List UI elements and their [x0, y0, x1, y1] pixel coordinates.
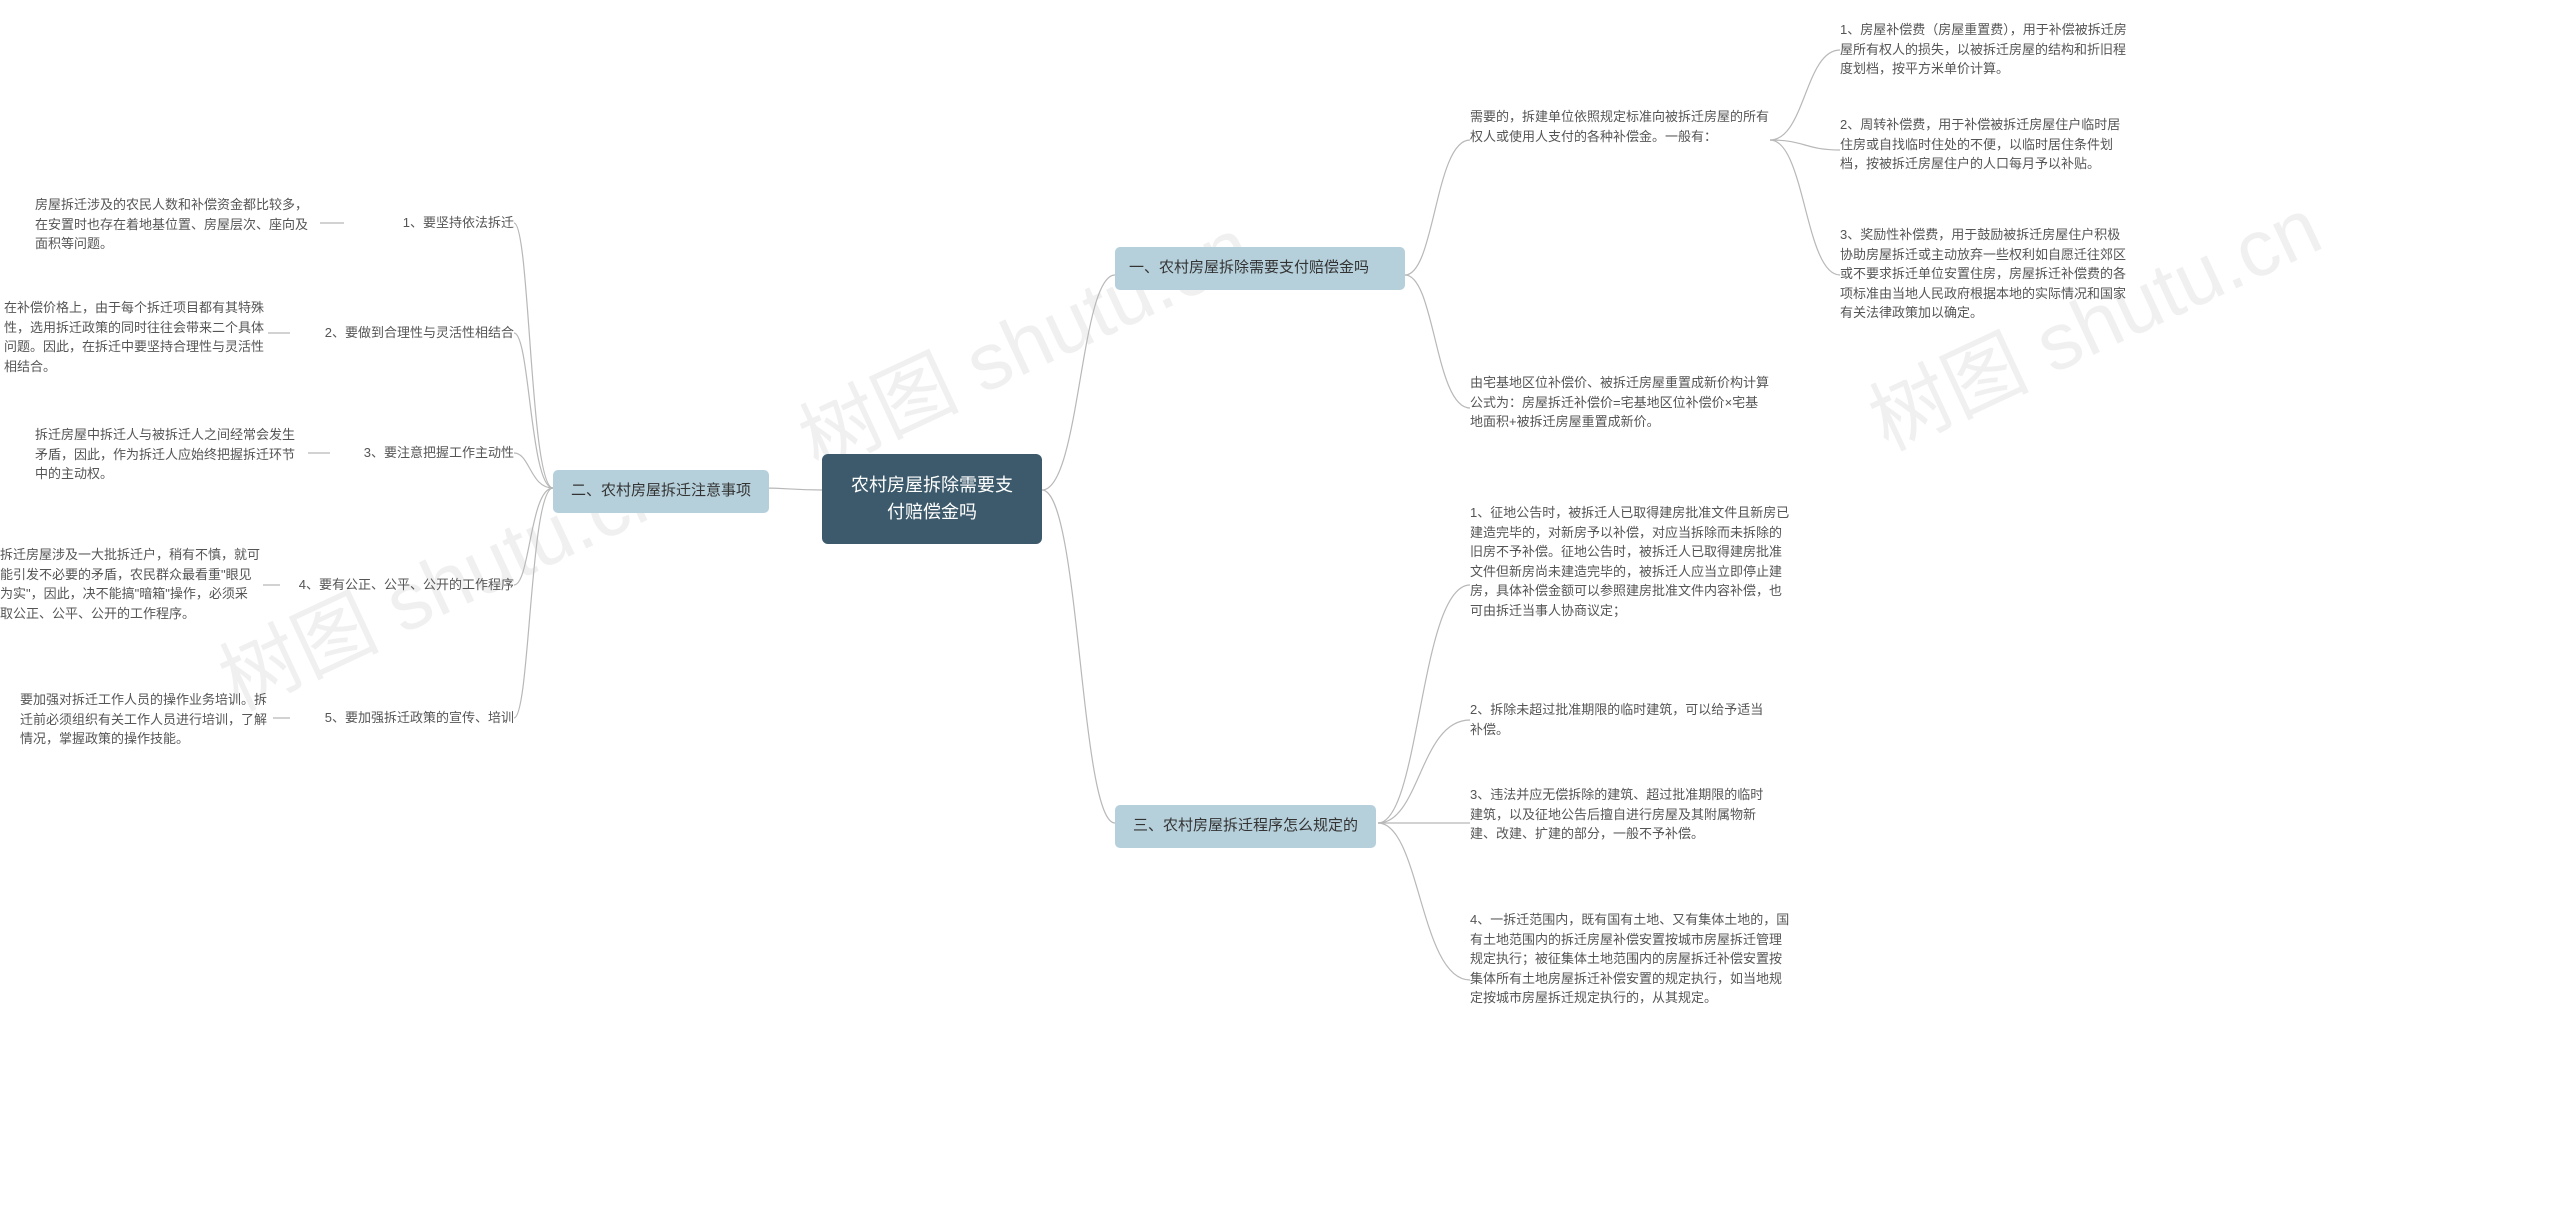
root-text: 农村房屋拆除需要支付赔偿金吗 [851, 475, 1013, 522]
sub-label: 5、要加强拆迁政策的宣传、培训 [290, 708, 514, 728]
leaf-node: 1、房屋补偿费（房屋重置费），用于补偿被拆迁房屋所有权人的损失，以被拆迁房屋的结… [1840, 20, 2130, 79]
sub-text: 需要的，拆建单位依照规定标准向被拆迁房屋的所有权人或使用人支付的各种补偿金。一般… [1470, 109, 1769, 144]
leaf-text: 在补偿价格上，由于每个拆迁项目都有其特殊性，选用拆迁政策的同时往往会带来二个具体… [4, 300, 264, 374]
sub-text: 2、拆除未超过批准期限的临时建筑，可以给予适当补偿。 [1470, 702, 1763, 737]
leaf-text: 拆迁房屋中拆迁人与被拆迁人之间经常会发生矛盾，因此，作为拆迁人应始终把握拆迁环节… [35, 427, 295, 481]
sub-node: 4、一拆迁范围内，既有国有土地、又有集体土地的，国有土地范围内的拆迁房屋补偿安置… [1470, 910, 1790, 1008]
root-node: 农村房屋拆除需要支付赔偿金吗 [822, 454, 1042, 544]
sub-label-text: 3、要注意把握工作主动性 [364, 445, 514, 460]
branch-label: 一、农村房屋拆除需要支付赔偿金吗 [1129, 259, 1369, 276]
sub-label: 3、要注意把握工作主动性 [330, 443, 514, 463]
sub-label: 1、要坚持依法拆迁 [344, 213, 514, 233]
sub-label-text: 2、要做到合理性与灵活性相结合 [325, 325, 514, 340]
leaf-detail: 房屋拆迁涉及的农民人数和补偿资金都比较多，在安置时也存在着地基位置、房屋层次、座… [35, 195, 315, 254]
sub-node: 2、拆除未超过批准期限的临时建筑，可以给予适当补偿。 [1470, 700, 1770, 739]
watermark: 树图 shutu.cn [778, 183, 1266, 493]
sub-label-text: 5、要加强拆迁政策的宣传、培训 [325, 710, 514, 725]
sub-node: 3、违法并应无偿拆除的建筑、超过批准期限的临时建筑，以及征地公告后擅自进行房屋及… [1470, 785, 1770, 844]
sub-text: 4、一拆迁范围内，既有国有土地、又有集体土地的，国有土地范围内的拆迁房屋补偿安置… [1470, 912, 1789, 1005]
leaf-detail: 拆迁房屋涉及一大批拆迁户，稍有不慎，就可能引发不必要的矛盾，农民群众最看重"眼见… [0, 545, 260, 623]
sub-text: 1、征地公告时，被拆迁人已取得建房批准文件且新房已建造完毕的，对新房予以补偿，对… [1470, 505, 1789, 618]
leaf-text: 1、房屋补偿费（房屋重置费），用于补偿被拆迁房屋所有权人的损失，以被拆迁房屋的结… [1840, 22, 2127, 76]
sub-text: 3、违法并应无偿拆除的建筑、超过批准期限的临时建筑，以及征地公告后擅自进行房屋及… [1470, 787, 1763, 841]
leaf-text: 3、奖励性补偿费，用于鼓励被拆迁房屋住户积极协助房屋拆迁或主动放弃一些权利如自愿… [1840, 227, 2126, 320]
branch-label: 二、农村房屋拆迁注意事项 [571, 482, 751, 499]
sub-label-text: 1、要坚持依法拆迁 [403, 215, 514, 230]
sub-text: 由宅基地区位补偿价、被拆迁房屋重置成新价构计算公式为：房屋拆迁补偿价=宅基地区位… [1470, 375, 1769, 429]
leaf-detail: 要加强对拆迁工作人员的操作业务培训。拆迁前必须组织有关工作人员进行培训，了解情况… [20, 690, 270, 749]
leaf-text: 要加强对拆迁工作人员的操作业务培训。拆迁前必须组织有关工作人员进行培训，了解情况… [20, 692, 267, 746]
leaf-node: 3、奖励性补偿费，用于鼓励被拆迁房屋住户积极协助房屋拆迁或主动放弃一些权利如自愿… [1840, 225, 2130, 323]
sub-node: 由宅基地区位补偿价、被拆迁房屋重置成新价构计算公式为：房屋拆迁补偿价=宅基地区位… [1470, 373, 1770, 432]
leaf-node: 2、周转补偿费，用于补偿被拆迁房屋住户临时居住房或自找临时住处的不便，以临时居住… [1840, 115, 2130, 174]
leaf-detail: 拆迁房屋中拆迁人与被拆迁人之间经常会发生矛盾，因此，作为拆迁人应始终把握拆迁环节… [35, 425, 305, 484]
leaf-detail: 在补偿价格上，由于每个拆迁项目都有其特殊性，选用拆迁政策的同时往往会带来二个具体… [4, 298, 264, 376]
leaf-text: 房屋拆迁涉及的农民人数和补偿资金都比较多，在安置时也存在着地基位置、房屋层次、座… [35, 197, 308, 251]
connector-layer [0, 0, 2560, 1225]
branch-section-2: 二、农村房屋拆迁注意事项 [553, 470, 769, 513]
sub-label: 4、要有公正、公平、公开的工作程序 [280, 575, 514, 595]
leaf-text: 2、周转补偿费，用于补偿被拆迁房屋住户临时居住房或自找临时住处的不便，以临时居住… [1840, 117, 2120, 171]
sub-label: 2、要做到合理性与灵活性相结合 [290, 323, 514, 343]
branch-section-1: 一、农村房屋拆除需要支付赔偿金吗 [1115, 247, 1405, 290]
sub-node: 1、征地公告时，被拆迁人已取得建房批准文件且新房已建造完毕的，对新房予以补偿，对… [1470, 503, 1790, 620]
branch-label: 三、农村房屋拆迁程序怎么规定的 [1133, 817, 1358, 834]
branch-section-3: 三、农村房屋拆迁程序怎么规定的 [1115, 805, 1376, 848]
sub-node: 需要的，拆建单位依照规定标准向被拆迁房屋的所有权人或使用人支付的各种补偿金。一般… [1470, 107, 1770, 146]
leaf-text: 拆迁房屋涉及一大批拆迁户，稍有不慎，就可能引发不必要的矛盾，农民群众最看重"眼见… [0, 547, 260, 621]
sub-label-text: 4、要有公正、公平、公开的工作程序 [299, 577, 514, 592]
